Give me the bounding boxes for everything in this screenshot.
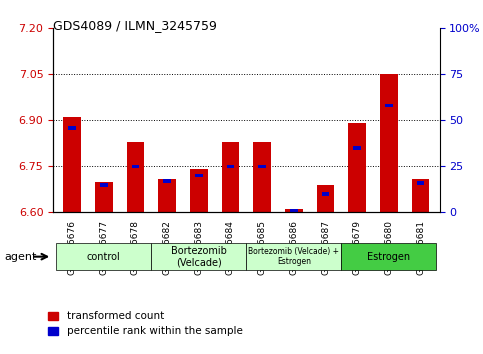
Bar — [317, 185, 334, 212]
Bar — [195, 174, 203, 177]
Text: control: control — [87, 252, 121, 262]
Bar — [385, 104, 393, 108]
Bar — [254, 142, 271, 212]
Bar — [63, 117, 81, 212]
Bar — [258, 165, 266, 168]
Bar — [322, 192, 329, 196]
Bar — [348, 124, 366, 212]
Bar — [100, 183, 108, 187]
Bar — [131, 165, 140, 168]
Bar — [341, 243, 436, 270]
Text: Bortezomib
(Velcade): Bortezomib (Velcade) — [171, 246, 227, 268]
Bar — [190, 170, 208, 212]
Legend: transformed count, percentile rank within the sample: transformed count, percentile rank withi… — [44, 307, 247, 341]
Bar — [95, 182, 113, 212]
Bar — [127, 142, 144, 212]
Bar — [412, 179, 429, 212]
Bar — [417, 181, 425, 185]
Text: agent: agent — [5, 252, 37, 262]
Bar — [158, 179, 176, 212]
Bar — [222, 142, 239, 212]
Bar — [380, 74, 398, 212]
Bar — [57, 243, 151, 270]
Bar — [68, 126, 76, 130]
Bar — [151, 243, 246, 270]
Text: GDS4089 / ILMN_3245759: GDS4089 / ILMN_3245759 — [53, 19, 217, 33]
Bar — [353, 146, 361, 150]
Text: Bortezomib (Velcade) +
Estrogen: Bortezomib (Velcade) + Estrogen — [248, 247, 340, 266]
Bar — [290, 209, 298, 212]
Text: Estrogen: Estrogen — [367, 252, 411, 262]
Bar — [163, 179, 171, 183]
Bar — [246, 243, 341, 270]
Bar — [227, 165, 234, 168]
Bar — [285, 209, 302, 212]
